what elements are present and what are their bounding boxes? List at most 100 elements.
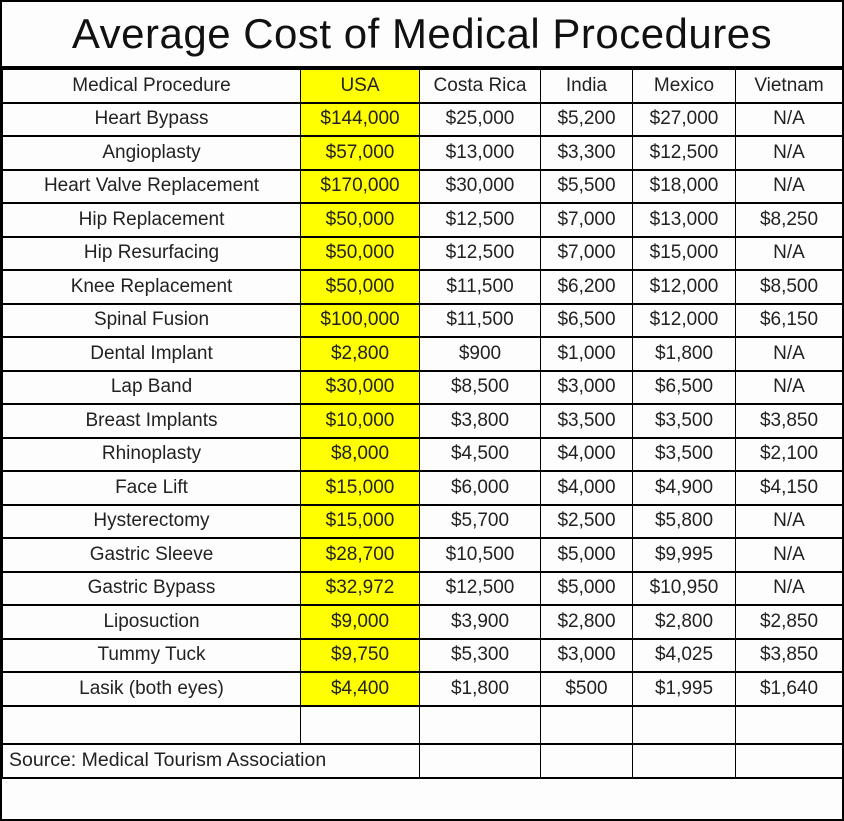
cost-cell: $6,200 — [540, 269, 633, 305]
table-row: Heart Valve Replacement $170,000 $30,000 $5… — [2, 168, 843, 204]
cost-cell: $900 — [419, 336, 541, 372]
cost-cell: $30,000 — [419, 168, 541, 204]
cost-cell: $1,995 — [632, 671, 736, 707]
cost-cell: $3,800 — [419, 403, 541, 439]
cost-cell: N/A — [735, 503, 843, 539]
cost-cell: $12,500 — [419, 202, 541, 238]
table-row: Tummy Tuck $9,750 $5,300 $3,000 $4,025 $3,850 — [2, 637, 843, 673]
procedure-cell: Heart Bypass — [2, 101, 301, 137]
cost-cell: $1,640 — [735, 671, 843, 707]
cost-cell: $10,950 — [632, 570, 736, 606]
table-row: Knee Replacement $50,000 $11,500 $6,200 $12,… — [2, 269, 843, 305]
cost-cell: $7,000 — [540, 202, 633, 238]
empty-cell — [540, 704, 633, 745]
cost-cell: $3,900 — [419, 604, 541, 640]
empty-cell — [632, 704, 736, 745]
cost-cell: $12,500 — [632, 135, 736, 171]
cost-cell: $4,900 — [632, 470, 736, 506]
source-note: Source: Medical Tourism Association — [2, 742, 420, 779]
procedure-cell: Gastric Sleeve — [2, 537, 301, 573]
table-row: Angioplasty $57,000 $13,000 $3,300 $12,500 N/… — [2, 135, 843, 171]
procedure-cell: Breast Implants — [2, 403, 301, 439]
cost-cell: $5,800 — [632, 503, 736, 539]
cost-cell: $57,000 — [300, 135, 420, 171]
cost-cell: $2,800 — [300, 336, 420, 372]
cost-cell: $8,250 — [735, 202, 843, 238]
table-row: Spinal Fusion $100,000 $11,500 $6,500 $12,00… — [2, 302, 843, 338]
cost-cell: $3,850 — [735, 637, 843, 673]
source-row: Source: Medical Tourism Association — [2, 742, 843, 779]
cost-cell: $3,500 — [632, 403, 736, 439]
cost-cell: $8,000 — [300, 436, 420, 472]
cost-cell: $3,000 — [540, 369, 633, 405]
cost-cell: $12,500 — [419, 570, 541, 606]
cost-cell: $144,000 — [300, 101, 420, 137]
cost-cell: $9,000 — [300, 604, 420, 640]
cost-cell: $28,700 — [300, 537, 420, 573]
procedure-cell: Spinal Fusion — [2, 302, 301, 338]
header-row: Medical Procedure USA Costa Rica India M… — [2, 68, 843, 104]
cost-cell: $4,500 — [419, 436, 541, 472]
table-row: Hip Resurfacing $50,000 $12,500 $7,000 $15,0… — [2, 235, 843, 271]
cost-cell: $5,300 — [419, 637, 541, 673]
table-row: Lap Band $30,000 $8,500 $3,000 $6,500 N/A — [2, 369, 843, 405]
cost-cell: $5,700 — [419, 503, 541, 539]
cost-cell: $18,000 — [632, 168, 736, 204]
cost-cell: $4,000 — [540, 436, 633, 472]
cost-cell: $6,150 — [735, 302, 843, 338]
cost-cell: $6,000 — [419, 470, 541, 506]
cost-cell: $50,000 — [300, 269, 420, 305]
cost-cell: N/A — [735, 235, 843, 271]
procedure-cell: Liposuction — [2, 604, 301, 640]
procedure-cell: Rhinoplasty — [2, 436, 301, 472]
cost-cell: $9,995 — [632, 537, 736, 573]
cost-cell: $7,000 — [540, 235, 633, 271]
table-row: Breast Implants $10,000 $3,800 $3,500 $3,500… — [2, 403, 843, 439]
cost-cell: $6,500 — [540, 302, 633, 338]
cost-cell: $3,500 — [632, 436, 736, 472]
cost-cell: $30,000 — [300, 369, 420, 405]
table-row: Hysterectomy $15,000 $5,700 $2,500 $5,800 N/A — [2, 503, 843, 539]
cost-cell: $6,500 — [632, 369, 736, 405]
cost-cell: $15,000 — [300, 470, 420, 506]
cost-cell: $4,150 — [735, 470, 843, 506]
cost-cell: $170,000 — [300, 168, 420, 204]
cost-cell: $2,800 — [540, 604, 633, 640]
procedure-cell: Tummy Tuck — [2, 637, 301, 673]
cost-cell: N/A — [735, 168, 843, 204]
empty-cell — [419, 742, 541, 779]
procedure-cell: Hysterectomy — [2, 503, 301, 539]
cost-cell: $1,800 — [632, 336, 736, 372]
cost-cell: $4,400 — [300, 671, 420, 707]
cost-cell: N/A — [735, 101, 843, 137]
cost-cell: $5,200 — [540, 101, 633, 137]
cost-cell: $5,500 — [540, 168, 633, 204]
procedure-cell: Knee Replacement — [2, 269, 301, 305]
cost-cell: $12,000 — [632, 302, 736, 338]
table-body: Heart Bypass $144,000 $25,000 $5,200 $27,000… — [2, 101, 843, 707]
table-row: Dental Implant $2,800 $900 $1,000 $1,800 N/A — [2, 336, 843, 372]
empty-cell — [632, 742, 736, 779]
cost-cell: $5,000 — [540, 537, 633, 573]
cost-cell: $1,800 — [419, 671, 541, 707]
cost-cell: N/A — [735, 369, 843, 405]
cost-cell: N/A — [735, 336, 843, 372]
cost-cell: $13,000 — [632, 202, 736, 238]
cost-cell: $3,000 — [540, 637, 633, 673]
cost-cell: $13,000 — [419, 135, 541, 171]
empty-cell — [419, 704, 541, 745]
table-row: Rhinoplasty $8,000 $4,500 $4,000 $3,500 $2,10… — [2, 436, 843, 472]
procedure-cell: Angioplasty — [2, 135, 301, 171]
cost-cell: $50,000 — [300, 202, 420, 238]
empty-cell — [2, 704, 301, 745]
cost-cell: $3,850 — [735, 403, 843, 439]
cost-cell: $2,800 — [632, 604, 736, 640]
table-row: Liposuction $9,000 $3,900 $2,800 $2,800 $2,85… — [2, 604, 843, 640]
table-row: Gastric Bypass $32,972 $12,500 $5,000 $10,95… — [2, 570, 843, 606]
cost-cell: $27,000 — [632, 101, 736, 137]
cost-cell: $3,300 — [540, 135, 633, 171]
empty-cell — [735, 742, 843, 779]
procedure-cell: Face Lift — [2, 470, 301, 506]
cost-cell: N/A — [735, 570, 843, 606]
column-header-procedure: Medical Procedure — [2, 68, 301, 104]
